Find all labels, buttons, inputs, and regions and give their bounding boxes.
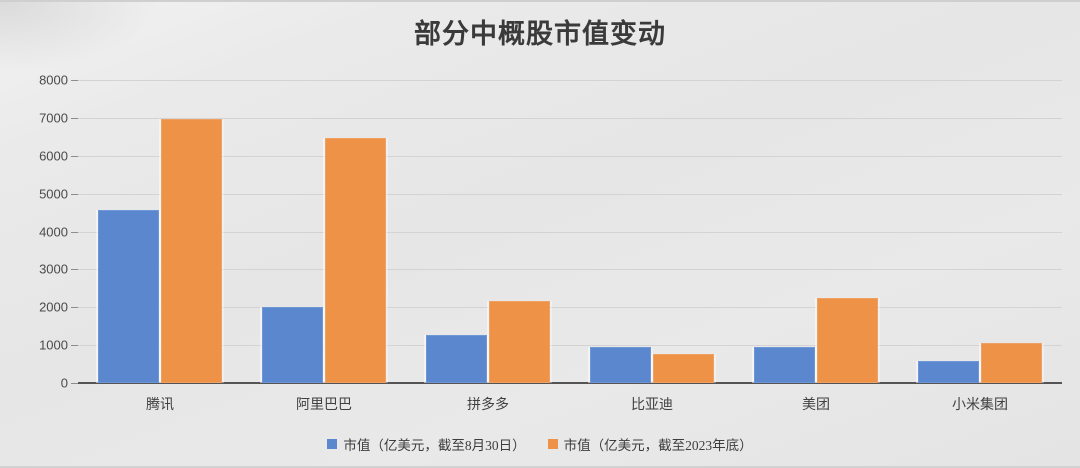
plot-area xyxy=(71,80,1062,384)
legend-label: 市值（亿美元，截至8月30日） xyxy=(343,438,526,453)
legend-item-1[interactable]: 市值（亿美元，截至8月30日） xyxy=(327,434,526,454)
x-axis-category-label: 腾讯 xyxy=(146,398,174,413)
x-axis-category-label: 美团 xyxy=(802,398,830,413)
chart-title: 部分中概股市值变动 xyxy=(414,19,666,49)
y-axis-tick-mark xyxy=(71,155,78,157)
y-axis-tick-label: 3000 xyxy=(39,261,68,277)
x-axis-category-label: 拼多多 xyxy=(467,398,509,413)
gridline xyxy=(78,345,1062,347)
chart-legend: 市值（亿美元，截至8月30日） 市值（亿美元，截至2023年底） xyxy=(0,434,1080,454)
gridline xyxy=(78,155,1062,157)
bar-series1-0 xyxy=(98,209,159,383)
y-axis-tick-label: 2000 xyxy=(39,299,68,315)
x-axis-category-label: 比亚迪 xyxy=(631,398,673,413)
bar-series2-5 xyxy=(981,342,1042,383)
y-axis-tick-mark xyxy=(71,345,78,347)
legend-swatch-icon xyxy=(547,439,558,449)
gridline xyxy=(78,117,1062,119)
bar-series1-5 xyxy=(918,361,979,383)
y-axis-tick-mark xyxy=(71,117,78,119)
y-axis-tick-label: 1000 xyxy=(39,337,68,353)
y-axis-tick-mark xyxy=(71,383,78,384)
legend-item-2[interactable]: 市值（亿美元，截至2023年底） xyxy=(547,434,753,454)
gridline xyxy=(78,193,1062,195)
bar-series2-4 xyxy=(817,298,878,383)
bar-series2-0 xyxy=(161,119,222,383)
y-axis-tick-mark xyxy=(71,80,78,81)
bar-series2-3 xyxy=(653,354,714,383)
legend-swatch-icon xyxy=(327,439,338,449)
y-axis-tick-label: 0 xyxy=(60,375,68,391)
gridline xyxy=(78,80,1062,81)
y-axis-tick-label: 7000 xyxy=(39,110,68,126)
bar-series1-3 xyxy=(590,347,651,383)
y-axis-tick-mark xyxy=(71,231,78,233)
bar-series2-1 xyxy=(325,137,386,383)
bar-series2-2 xyxy=(489,300,550,383)
legend-label: 市值（亿美元，截至2023年底） xyxy=(563,438,753,453)
y-axis-tick-label: 4000 xyxy=(39,224,68,239)
y-axis-tick-mark xyxy=(71,269,78,271)
gridline xyxy=(78,269,1062,271)
gridline xyxy=(78,231,1062,233)
x-axis-category-label: 阿里巴巴 xyxy=(296,398,352,413)
y-axis-tick-mark xyxy=(71,307,78,309)
y-axis-tick-mark xyxy=(71,193,78,195)
y-axis-tick-label: 6000 xyxy=(39,148,68,164)
y-axis-tick-label: 5000 xyxy=(39,186,68,202)
bar-series1-2 xyxy=(426,335,487,383)
bar-series1-4 xyxy=(754,347,815,383)
y-axis-tick-label: 8000 xyxy=(39,72,68,88)
x-axis-category-label: 小米集团 xyxy=(952,398,1008,413)
x-axis-line xyxy=(78,382,1062,384)
gridline xyxy=(78,307,1062,309)
bar-series1-1 xyxy=(262,307,323,383)
